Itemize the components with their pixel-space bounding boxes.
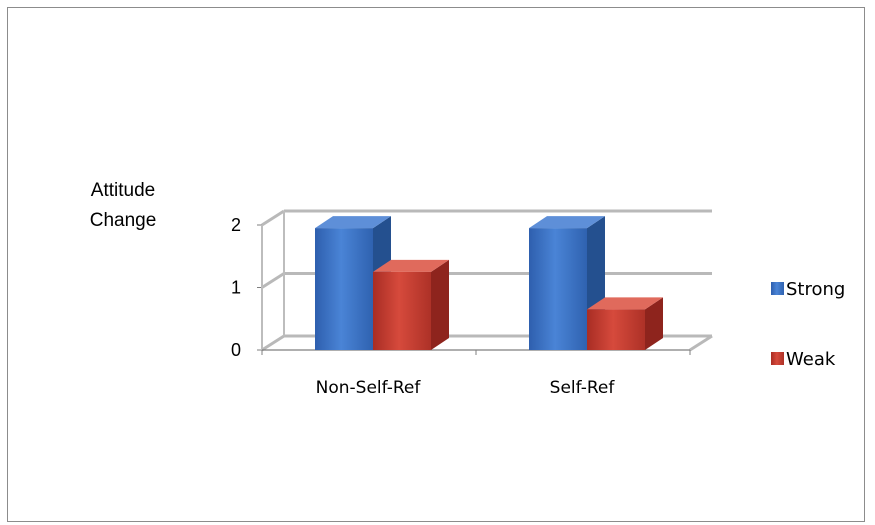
bar-front — [529, 228, 587, 350]
bar-front — [315, 228, 373, 350]
bar-side — [431, 259, 449, 350]
gridline-depth — [261, 209, 285, 227]
bar-side — [645, 297, 663, 350]
y-tick-labels: 0 1 2 — [231, 215, 241, 360]
y-tick-label: 2 — [231, 215, 241, 235]
legend-label: Weak — [786, 349, 836, 370]
legend-swatch — [771, 352, 784, 365]
y-tick-label: 1 — [231, 278, 241, 298]
bar-top — [587, 297, 663, 310]
bar-front — [587, 309, 645, 350]
bar-top — [315, 216, 391, 229]
y-axis-label-line-2: Change — [90, 210, 157, 231]
y-axis-label-line-1: Attitude — [91, 180, 155, 201]
bar-top — [529, 216, 605, 229]
x-tick-labels: Non-Self-Ref Self-Ref — [316, 378, 616, 398]
legend-swatch — [771, 282, 784, 295]
gridline-depth — [261, 334, 285, 352]
x-tick-label: Non-Self-Ref — [316, 378, 422, 398]
bar-top — [373, 259, 449, 272]
gridline-depth — [261, 272, 285, 289]
bars — [315, 216, 663, 350]
legend: Strong Weak — [771, 279, 845, 370]
bar-weak-0 — [373, 259, 449, 350]
bar-front — [373, 271, 431, 350]
legend-label: Strong — [786, 279, 845, 300]
x-tick-label: Self-Ref — [550, 378, 616, 398]
bar-weak-1 — [587, 297, 663, 350]
floor-right-edge — [689, 334, 713, 352]
y-tick-label: 0 — [231, 340, 241, 360]
